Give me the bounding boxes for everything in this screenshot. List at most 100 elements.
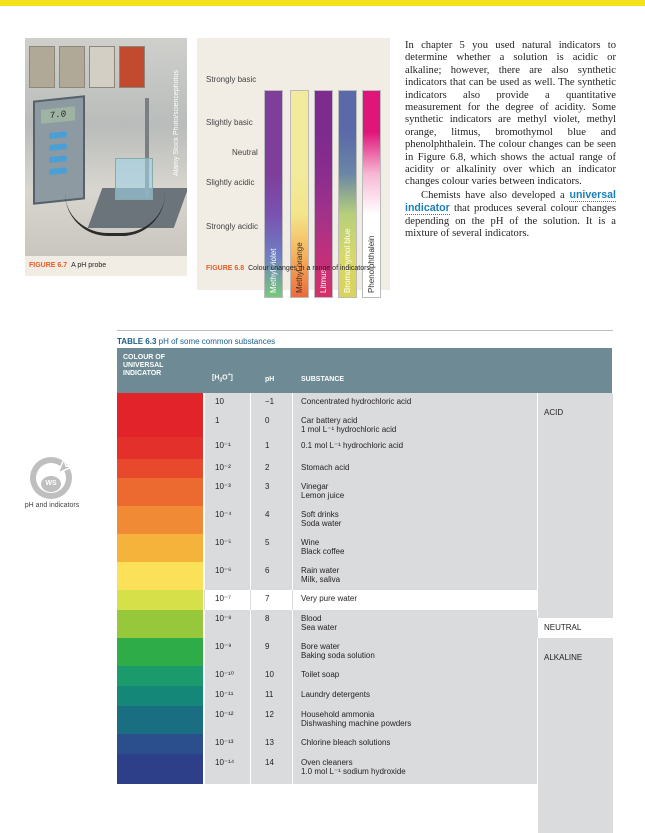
category-label: ACID (544, 408, 564, 417)
header-substance: SUBSTANCE (301, 376, 345, 383)
ph-cell (250, 666, 293, 686)
concentration-cell (204, 506, 251, 534)
ph-cell (250, 638, 293, 666)
indicator-name: Methyl violet (269, 248, 278, 293)
indicator-colour-swatch (117, 393, 203, 412)
substance-cell (292, 734, 538, 754)
figure-label: FIGURE 6.8 (206, 265, 245, 272)
concentration-cell (204, 638, 251, 666)
ph-value: 7 (265, 594, 270, 603)
level-label: Neutral (232, 148, 258, 157)
concentration-cell (204, 534, 251, 562)
category-label: ALKALINE (544, 653, 583, 662)
substance-name: Toilet soap (301, 670, 340, 679)
substance-name: Black coffee (301, 547, 345, 556)
substance-name: 0.1 mol L⁻¹ hydrochloric acid (301, 441, 404, 450)
ph-cell (250, 562, 293, 590)
header-ph: pH (265, 376, 275, 383)
substance-name: Bore water (301, 642, 340, 651)
substance-cell (292, 506, 538, 534)
concentration-value: 10⁻⁸ (215, 614, 232, 623)
substance-cell (292, 610, 538, 638)
ph-value: 0 (265, 416, 270, 425)
concentration-value: 10⁻³ (215, 482, 231, 491)
concentration-cell (204, 393, 251, 412)
substance-cell (292, 706, 538, 734)
table-title: TABLE 6.3 pH of some common substances (117, 337, 275, 346)
category-label: NEUTRAL (544, 623, 582, 632)
substance-cell (292, 686, 538, 706)
concentration-value: 10⁻⁵ (215, 538, 232, 547)
substance-cell (292, 590, 538, 610)
concentration-value: 10⁻¹² (215, 710, 234, 719)
indicator-colour-swatch (117, 754, 203, 784)
ph-cell (250, 610, 293, 638)
universal-indicator-link[interactable]: universal indicator (405, 188, 616, 216)
substance-cell (292, 562, 538, 590)
level-label: Slightly basic (206, 118, 253, 127)
indicator-strip: Methyl violet (264, 90, 283, 298)
concentration-value: 10⁻⁹ (215, 642, 232, 651)
table-row: 10⁻³ 3 Vinegar Lemon juice (117, 478, 538, 507)
concentration-value: 10 (215, 397, 224, 406)
substance-cell (292, 437, 538, 459)
substance-name: Stomach acid (301, 463, 350, 472)
table-row: 10 −1 Concentrated hydrochloric acid (117, 393, 538, 413)
indicator-strip: Methyl orange (290, 90, 309, 298)
indicator-name: Litmus (319, 269, 328, 293)
ph-value: 9 (265, 642, 270, 651)
table-header: COLOUR OF UNIVERSAL INDICATOR [H3O+] pH … (117, 348, 612, 393)
meter-button (49, 143, 67, 152)
indicator-colour-swatch (117, 478, 203, 506)
table-row: 10⁻¹³ 13 Chlorine bleach solutions (117, 734, 538, 755)
indicator-colour-swatch (117, 734, 203, 754)
category-acid: ACID (537, 393, 613, 618)
ph-value: 6 (265, 566, 270, 575)
top-accent-bar (0, 0, 645, 6)
substance-name: Chlorine bleach solutions (301, 738, 391, 747)
worksheet-icon[interactable]: WS (30, 457, 74, 499)
level-label: Strongly acidic (206, 222, 259, 231)
concentration-cell (204, 686, 251, 706)
substance-cell (292, 638, 538, 666)
level-label: Strongly basic (206, 75, 257, 84)
concentration-cell (204, 754, 251, 784)
ph-cell (250, 686, 293, 706)
indicator-colour-swatch (117, 610, 203, 638)
ph-value: 12 (265, 710, 274, 719)
level-label: Slightly acidic (206, 178, 255, 187)
category-alkaline: ALKALINE (537, 638, 613, 833)
substance-cell (292, 534, 538, 562)
substance-cell (292, 754, 538, 784)
substance-name: Baking soda solution (301, 651, 375, 660)
substance-name: Rain water (301, 566, 340, 575)
bottle (59, 46, 85, 88)
concentration-cell (204, 734, 251, 754)
table-row: 10⁻⁷ 7 Very pure water (117, 590, 538, 611)
figure-caption: FIGURE 6.7 A pH probe (29, 262, 106, 269)
figure-caption-text: A pH probe (71, 262, 107, 269)
indicator-name: Phenolphthalein (367, 235, 376, 293)
indicator-colour-swatch (117, 437, 203, 459)
substance-name: 1 mol L⁻¹ hydrochloric acid (301, 425, 397, 434)
concentration-cell (204, 666, 251, 686)
table-row: 10⁻¹¹ 11 Laundry detergents (117, 686, 538, 707)
ph-cell (250, 706, 293, 734)
indicator-colour-swatch (117, 666, 203, 686)
cursor-arrow-icon (56, 457, 74, 475)
concentration-value: 10⁻¹³ (215, 738, 234, 747)
concentration-value: 10⁻⁶ (215, 566, 232, 575)
indicator-colour-swatch (117, 706, 203, 734)
ph-cell (250, 534, 293, 562)
bottle (119, 46, 145, 88)
stand-rod (145, 98, 149, 198)
body-text: In chapter 5 you used natural indicators… (405, 40, 616, 241)
indicator-colour-swatch (117, 638, 203, 666)
figure-6-8: Strongly basic Slightly basic Neutral Sl… (197, 38, 390, 298)
ph-value: 1 (265, 441, 270, 450)
ph-value: 13 (265, 738, 274, 747)
meter-button (49, 167, 67, 176)
concentration-cell (204, 706, 251, 734)
indicator-colour-swatch (117, 412, 203, 437)
indicator-strip: Phenolphthalein (362, 90, 381, 298)
